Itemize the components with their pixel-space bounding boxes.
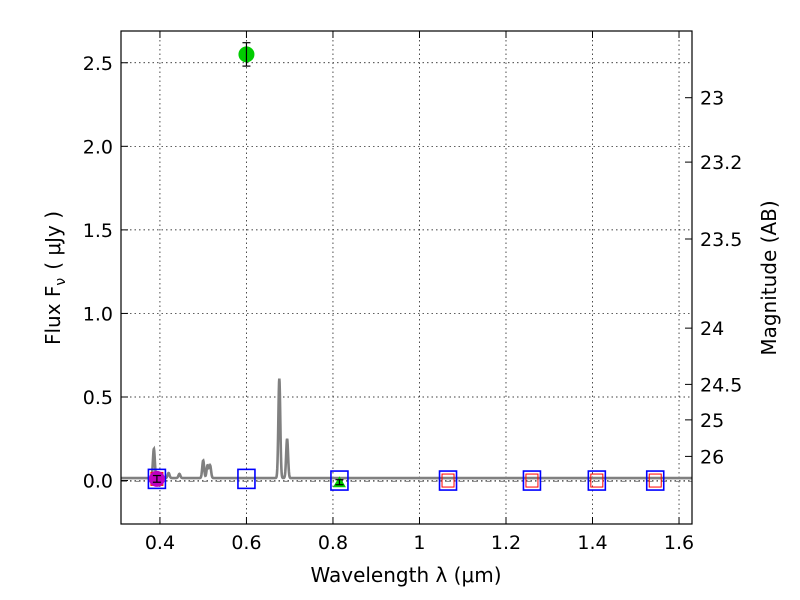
x-tick-label: 0.8 [318,532,348,554]
mag-tick-label: 26 [700,446,724,468]
x-tick-label: 1 [413,532,425,554]
tick-layer: 0.4 0.6 0.8 1 1.2 1.4 1.6 0.0 0.5 1.0 1.5 2.0 2.5 23 2… [83,31,742,554]
y-tick-label: 2.0 [83,136,113,158]
mag-tick-label: 23.2 [700,152,742,174]
model-flux-red-square [648,473,662,488]
model-flux-blue-square [522,470,542,491]
y2-axis-title: Magnitude (AB) [757,200,781,355]
y-tick-label: 2.5 [83,53,113,75]
x-tick-label: 0.4 [145,532,175,554]
mag-tick-label: 24 [700,318,724,340]
y-axis-title: Flux Fν ( μJy ) [41,211,69,345]
x-tick-label: 1.2 [491,532,521,554]
y-tick-label: 1.0 [83,303,113,325]
x-tick-label: 1.4 [577,532,607,554]
model-flux-blue-square [237,468,256,490]
y-axis-title-flux: Flux F [41,286,65,345]
y-tick-label: 0.5 [83,387,113,409]
model-spectrum-line [121,378,692,480]
model-flux-blue-square [438,470,458,491]
model-flux-blue-square [645,470,665,491]
model-flux-blue-square [147,468,167,490]
marker-layer [147,42,665,491]
y-tick-label: 1.5 [83,220,113,242]
model-flux-red-square [525,473,539,488]
mag-tick-label: 23.5 [700,229,742,251]
mag-tick-label: 23 [700,88,724,110]
y-axis-title-group: Flux Fν ( μJy ) [41,211,69,345]
y-axis-title-sub: ν [53,278,69,286]
x-tick-label: 1.6 [664,532,694,554]
model-flux-red-square [590,473,604,488]
y2-axis-title-group: Magnitude (AB) [757,200,781,355]
x-axis-title: Wavelength λ (μm) [310,563,501,587]
model-flux-blue-square [330,470,349,491]
grid-lines [121,31,692,524]
model-flux-blue-square [587,470,607,491]
x-tick-label: 0.6 [231,532,261,554]
mag-tick-label: 24.5 [700,374,742,396]
mag-tick-label: 25 [700,410,724,432]
y-axis-title-unit: ( μJy ) [41,211,65,270]
model-flux-red-square [441,473,455,488]
plot-frame [120,30,693,525]
y-tick-label: 0.0 [83,471,113,493]
spectrum-layer [121,378,692,482]
